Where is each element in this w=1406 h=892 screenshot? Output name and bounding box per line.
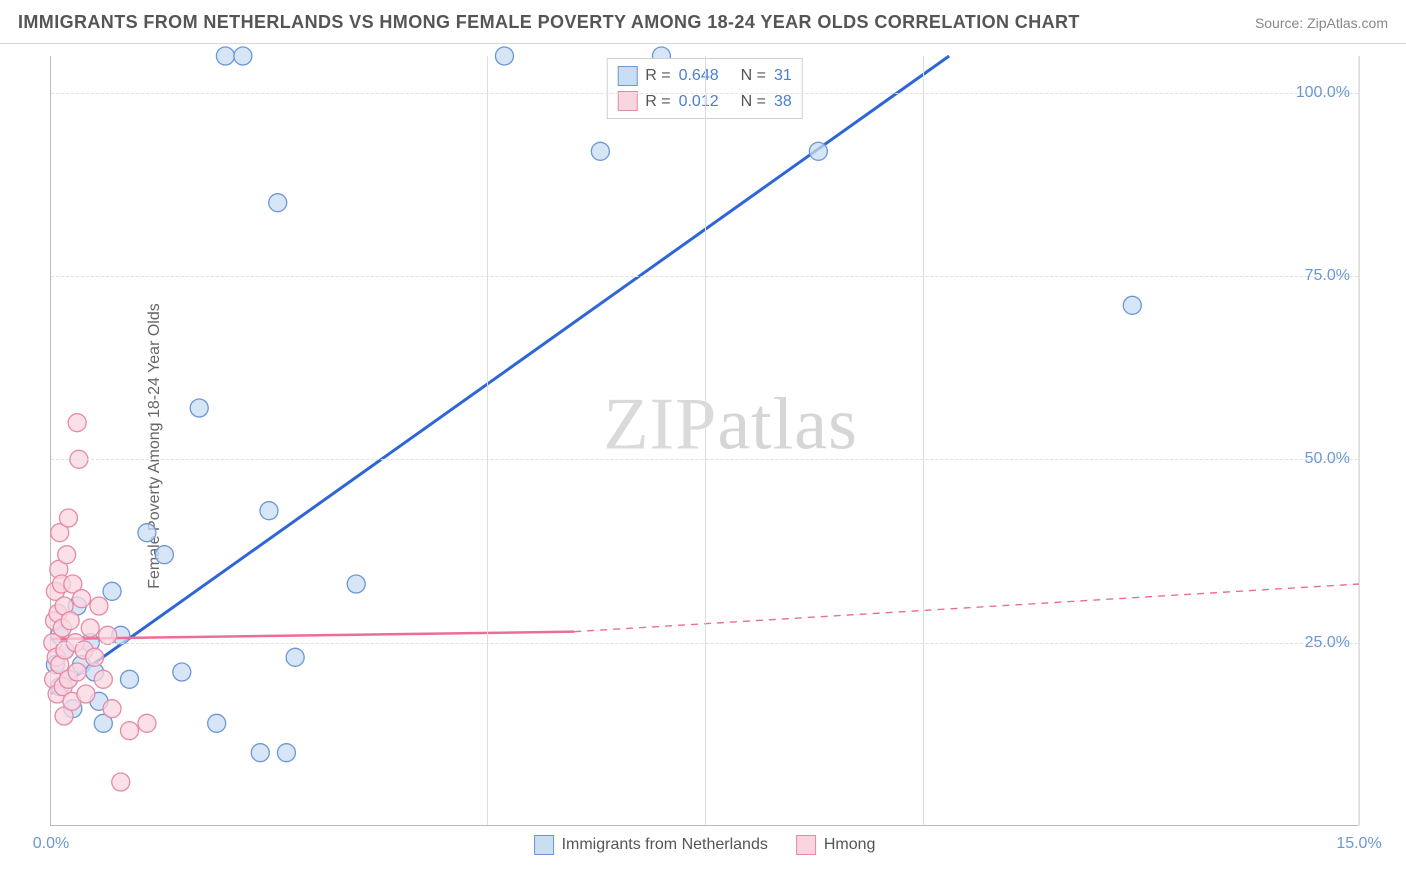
n-label: N = <box>741 63 766 89</box>
data-point <box>1123 296 1141 314</box>
data-point <box>61 612 79 630</box>
data-point <box>86 648 104 666</box>
x-tick-label: 15.0% <box>1336 835 1381 853</box>
data-point <box>77 685 95 703</box>
data-point <box>495 47 513 65</box>
data-point <box>73 590 91 608</box>
y-tick-label: 25.0% <box>1305 634 1350 652</box>
y-tick-label: 50.0% <box>1305 450 1350 468</box>
data-point <box>591 142 609 160</box>
data-point <box>68 414 86 432</box>
r-label: R = <box>645 63 670 89</box>
legend-swatch <box>534 835 554 855</box>
data-point <box>99 626 117 644</box>
stat-swatch <box>617 91 637 111</box>
r-value: 0.648 <box>679 63 719 89</box>
data-point <box>59 509 77 527</box>
data-point <box>112 773 130 791</box>
gridline-v <box>705 56 706 825</box>
data-point <box>208 714 226 732</box>
x-tick-label: 0.0% <box>33 835 69 853</box>
data-point <box>347 575 365 593</box>
legend-swatch <box>796 835 816 855</box>
data-point <box>277 744 295 762</box>
legend-label: Hmong <box>824 836 876 854</box>
data-point <box>138 714 156 732</box>
gridline-v <box>487 56 488 825</box>
data-point <box>81 619 99 637</box>
data-point <box>103 700 121 718</box>
y-tick-label: 100.0% <box>1296 84 1350 102</box>
data-point <box>103 582 121 600</box>
source-credit: Source: ZipAtlas.com <box>1255 15 1388 31</box>
data-point <box>234 47 252 65</box>
data-point <box>269 194 287 212</box>
legend-item: Immigrants from Netherlands <box>534 835 768 855</box>
data-point <box>68 663 86 681</box>
data-point <box>155 546 173 564</box>
legend: Immigrants from Netherlands Hmong <box>534 835 876 855</box>
plot-area: ZIPatlas R =0.648N = 31R =0.012N = 38 Im… <box>50 56 1358 826</box>
data-point <box>173 663 191 681</box>
data-point <box>120 670 138 688</box>
data-point <box>286 648 304 666</box>
y-tick-label: 75.0% <box>1305 267 1350 285</box>
data-point <box>216 47 234 65</box>
data-point <box>260 502 278 520</box>
trend-line-ext <box>574 584 1359 632</box>
gridline-v <box>1359 56 1360 825</box>
data-point <box>90 597 108 615</box>
data-point <box>120 722 138 740</box>
data-point <box>94 670 112 688</box>
legend-label: Immigrants from Netherlands <box>562 836 768 854</box>
data-point <box>251 744 269 762</box>
stat-swatch <box>617 66 637 86</box>
chart-title: IMMIGRANTS FROM NETHERLANDS VS HMONG FEM… <box>18 12 1080 33</box>
legend-item: Hmong <box>796 835 876 855</box>
data-point <box>138 524 156 542</box>
title-bar: IMMIGRANTS FROM NETHERLANDS VS HMONG FEM… <box>0 0 1406 44</box>
data-point <box>190 399 208 417</box>
data-point <box>58 546 76 564</box>
n-value: 31 <box>774 63 792 89</box>
gridline-v <box>923 56 924 825</box>
data-point <box>809 142 827 160</box>
